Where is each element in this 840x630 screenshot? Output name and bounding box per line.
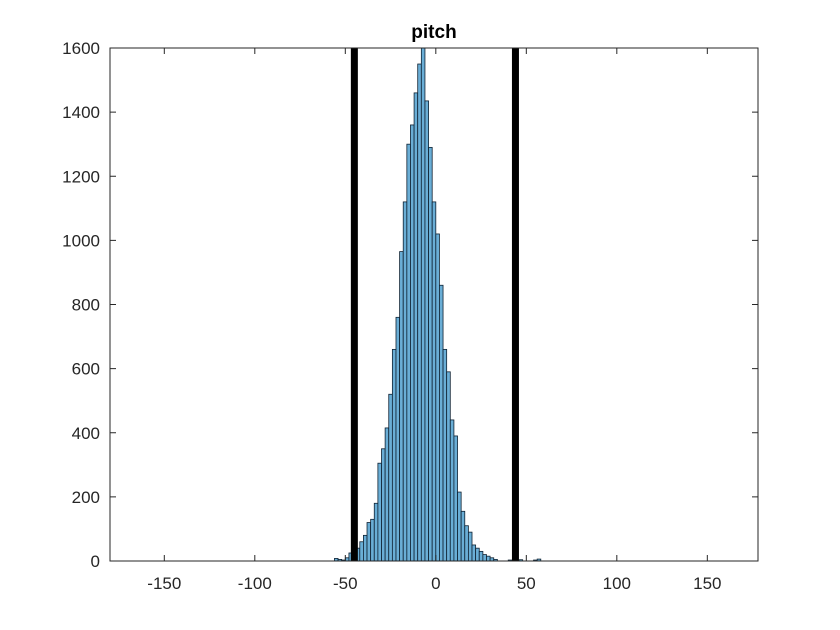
x-tick-label-6: 150 xyxy=(693,574,721,593)
histogram-bar-24 xyxy=(420,47,426,562)
chart-title: pitch xyxy=(411,22,456,43)
histogram-bar-33 xyxy=(453,435,458,562)
histogram-bar-22 xyxy=(413,92,419,562)
x-axis-ticks: -150 -100 -50 0 50 100 150 xyxy=(147,48,722,593)
histogram-bar-26 xyxy=(428,146,433,562)
y-tick-label-4: 800 xyxy=(72,296,100,315)
histogram-bar-18 xyxy=(399,251,404,562)
histogram-bar-8 xyxy=(363,534,368,562)
histogram-bar-37 xyxy=(467,531,473,562)
histogram-bar-7 xyxy=(359,541,364,562)
y-tick-label-7: 1400 xyxy=(62,103,100,122)
histogram-bar-19 xyxy=(402,201,408,562)
histogram-bar-15 xyxy=(388,393,393,562)
threshold-lines xyxy=(350,48,519,561)
histogram-bar-38 xyxy=(471,544,477,562)
histogram-bar-12 xyxy=(377,462,382,562)
histogram-bar-39 xyxy=(475,547,480,562)
histogram-bar-32 xyxy=(449,419,455,562)
x-tick-label-2: -50 xyxy=(333,574,358,593)
x-tick-label-5: 100 xyxy=(603,574,631,593)
histogram-bar-14 xyxy=(384,427,390,562)
y-tick-label-2: 400 xyxy=(72,424,100,443)
histogram-bar-29 xyxy=(439,284,444,562)
histogram-bar-34 xyxy=(457,491,462,562)
histogram-bar-13 xyxy=(381,448,386,562)
x-tick-label-4: 50 xyxy=(517,574,536,593)
x-tick-label-1: -100 xyxy=(238,574,272,593)
y-tick-label-8: 1600 xyxy=(62,39,100,58)
histogram-bar-30 xyxy=(442,348,448,562)
histogram-bar-9 xyxy=(366,522,372,562)
histogram-bar-21 xyxy=(410,124,415,562)
y-tick-label-6: 1200 xyxy=(62,167,100,186)
histogram-bar-17 xyxy=(395,316,401,562)
histogram-bar-35 xyxy=(460,510,466,562)
histogram-bar-42 xyxy=(486,555,491,562)
histogram-bar-25 xyxy=(424,100,429,562)
histogram-bar-36 xyxy=(464,525,469,562)
histogram-bar-20 xyxy=(406,143,411,562)
y-tick-label-1: 200 xyxy=(72,488,100,507)
histogram-bar-27 xyxy=(431,201,437,562)
y-tick-label-3: 600 xyxy=(72,360,100,379)
x-tick-label-0: -150 xyxy=(147,574,181,593)
histogram-bar-10 xyxy=(370,518,375,562)
histogram-bar-23 xyxy=(417,63,422,562)
y-tick-label-5: 1000 xyxy=(62,231,100,250)
histogram-bar-28 xyxy=(435,233,440,562)
histogram-bar-40 xyxy=(478,550,484,562)
histogram-bar-16 xyxy=(391,348,397,562)
histogram-bar-31 xyxy=(446,371,451,562)
histogram-bar-41 xyxy=(482,554,487,562)
x-tick-label-3: 0 xyxy=(431,574,440,593)
histogram-bar-11 xyxy=(373,502,379,562)
y-axis-ticks: 0 200 400 600 800 1000 1200 1400 1600 xyxy=(62,39,758,571)
y-tick-label-0: 0 xyxy=(91,552,100,571)
